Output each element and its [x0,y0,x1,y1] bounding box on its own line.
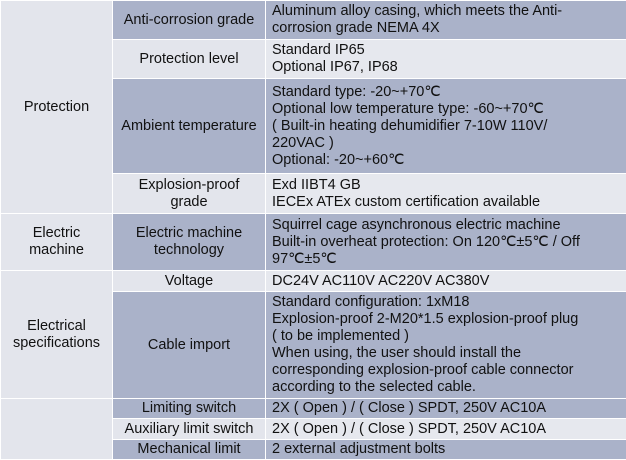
row-label-anticorrosion: Anti-corrosion grade [112,0,266,40]
group-electric-machine: Electric machine [0,213,113,271]
row-value-motor-tech: Squirrel cage asynchronous electric mach… [265,213,626,271]
table-row: Cable import Standard configuration: 1xM… [1,291,626,399]
row-value-aux-limit: 2X ( Open ) / ( Close ) SPDT, 250V AC10A [265,418,626,440]
row-value-limiting: 2X ( Open ) / ( Close ) SPDT, 250V AC10A [265,398,626,419]
table-row: Explosion-proof grade Exd IIBT4 GB IECEx… [1,173,626,214]
group-label: Protection [23,98,90,115]
row-label-protection-level: Protection level [112,39,266,79]
row-value-ambient: Standard type: -20~+70℃ Optional low tem… [265,78,626,174]
row-label-aux-limit: Auxiliary limit switch [112,418,266,440]
row-label-motor-tech: Electric machine technology [112,213,266,271]
row-label-cable: Cable import [112,291,266,399]
table-row: Protection Anti-corrosion grade Aluminum… [0,0,626,214]
row-value-cable: Standard configuration: 1xM18 Explosion-… [265,291,626,399]
group-electrical-specs: Electrical specifications [0,270,113,399]
row-label-ambient: Ambient temperature [112,78,266,174]
row-value-mech-limit: 2 external adjustment bolts [265,439,626,460]
group-protection: Protection [0,0,113,214]
row-value-explosion: Exd IIBT4 GB IECEx ATEx custom certifica… [265,173,626,214]
table-row: Limiting switch 2X ( Open ) / ( Close ) … [0,398,626,460]
row-value-anticorrosion: Aluminum alloy casing, which meets the A… [265,0,626,40]
table-row: Mechanical limit 2 external adjustment b… [1,439,626,460]
table-row: Auxiliary limit switch 2X ( Open ) / ( C… [1,418,626,440]
row-value-protection-level: Standard IP65 Optional IP67, IP68 [265,39,626,79]
table-row: Ambient temperature Standard type: -20~+… [1,78,626,174]
row-label-mech-limit: Mechanical limit [112,439,266,460]
table-row: Protection level Standard IP65 Optional … [1,39,626,79]
group-blank [0,398,113,460]
table-row: Electrical specifications Voltage DC24V … [0,270,626,399]
row-value-voltage: DC24V AC110V AC220V AC380V [265,270,626,292]
table-row: Electric machine Electric machine techno… [0,213,626,271]
row-label-voltage: Voltage [112,270,266,292]
row-label-explosion: Explosion-proof grade [112,173,266,214]
row-label-limiting: Limiting switch [112,398,266,419]
